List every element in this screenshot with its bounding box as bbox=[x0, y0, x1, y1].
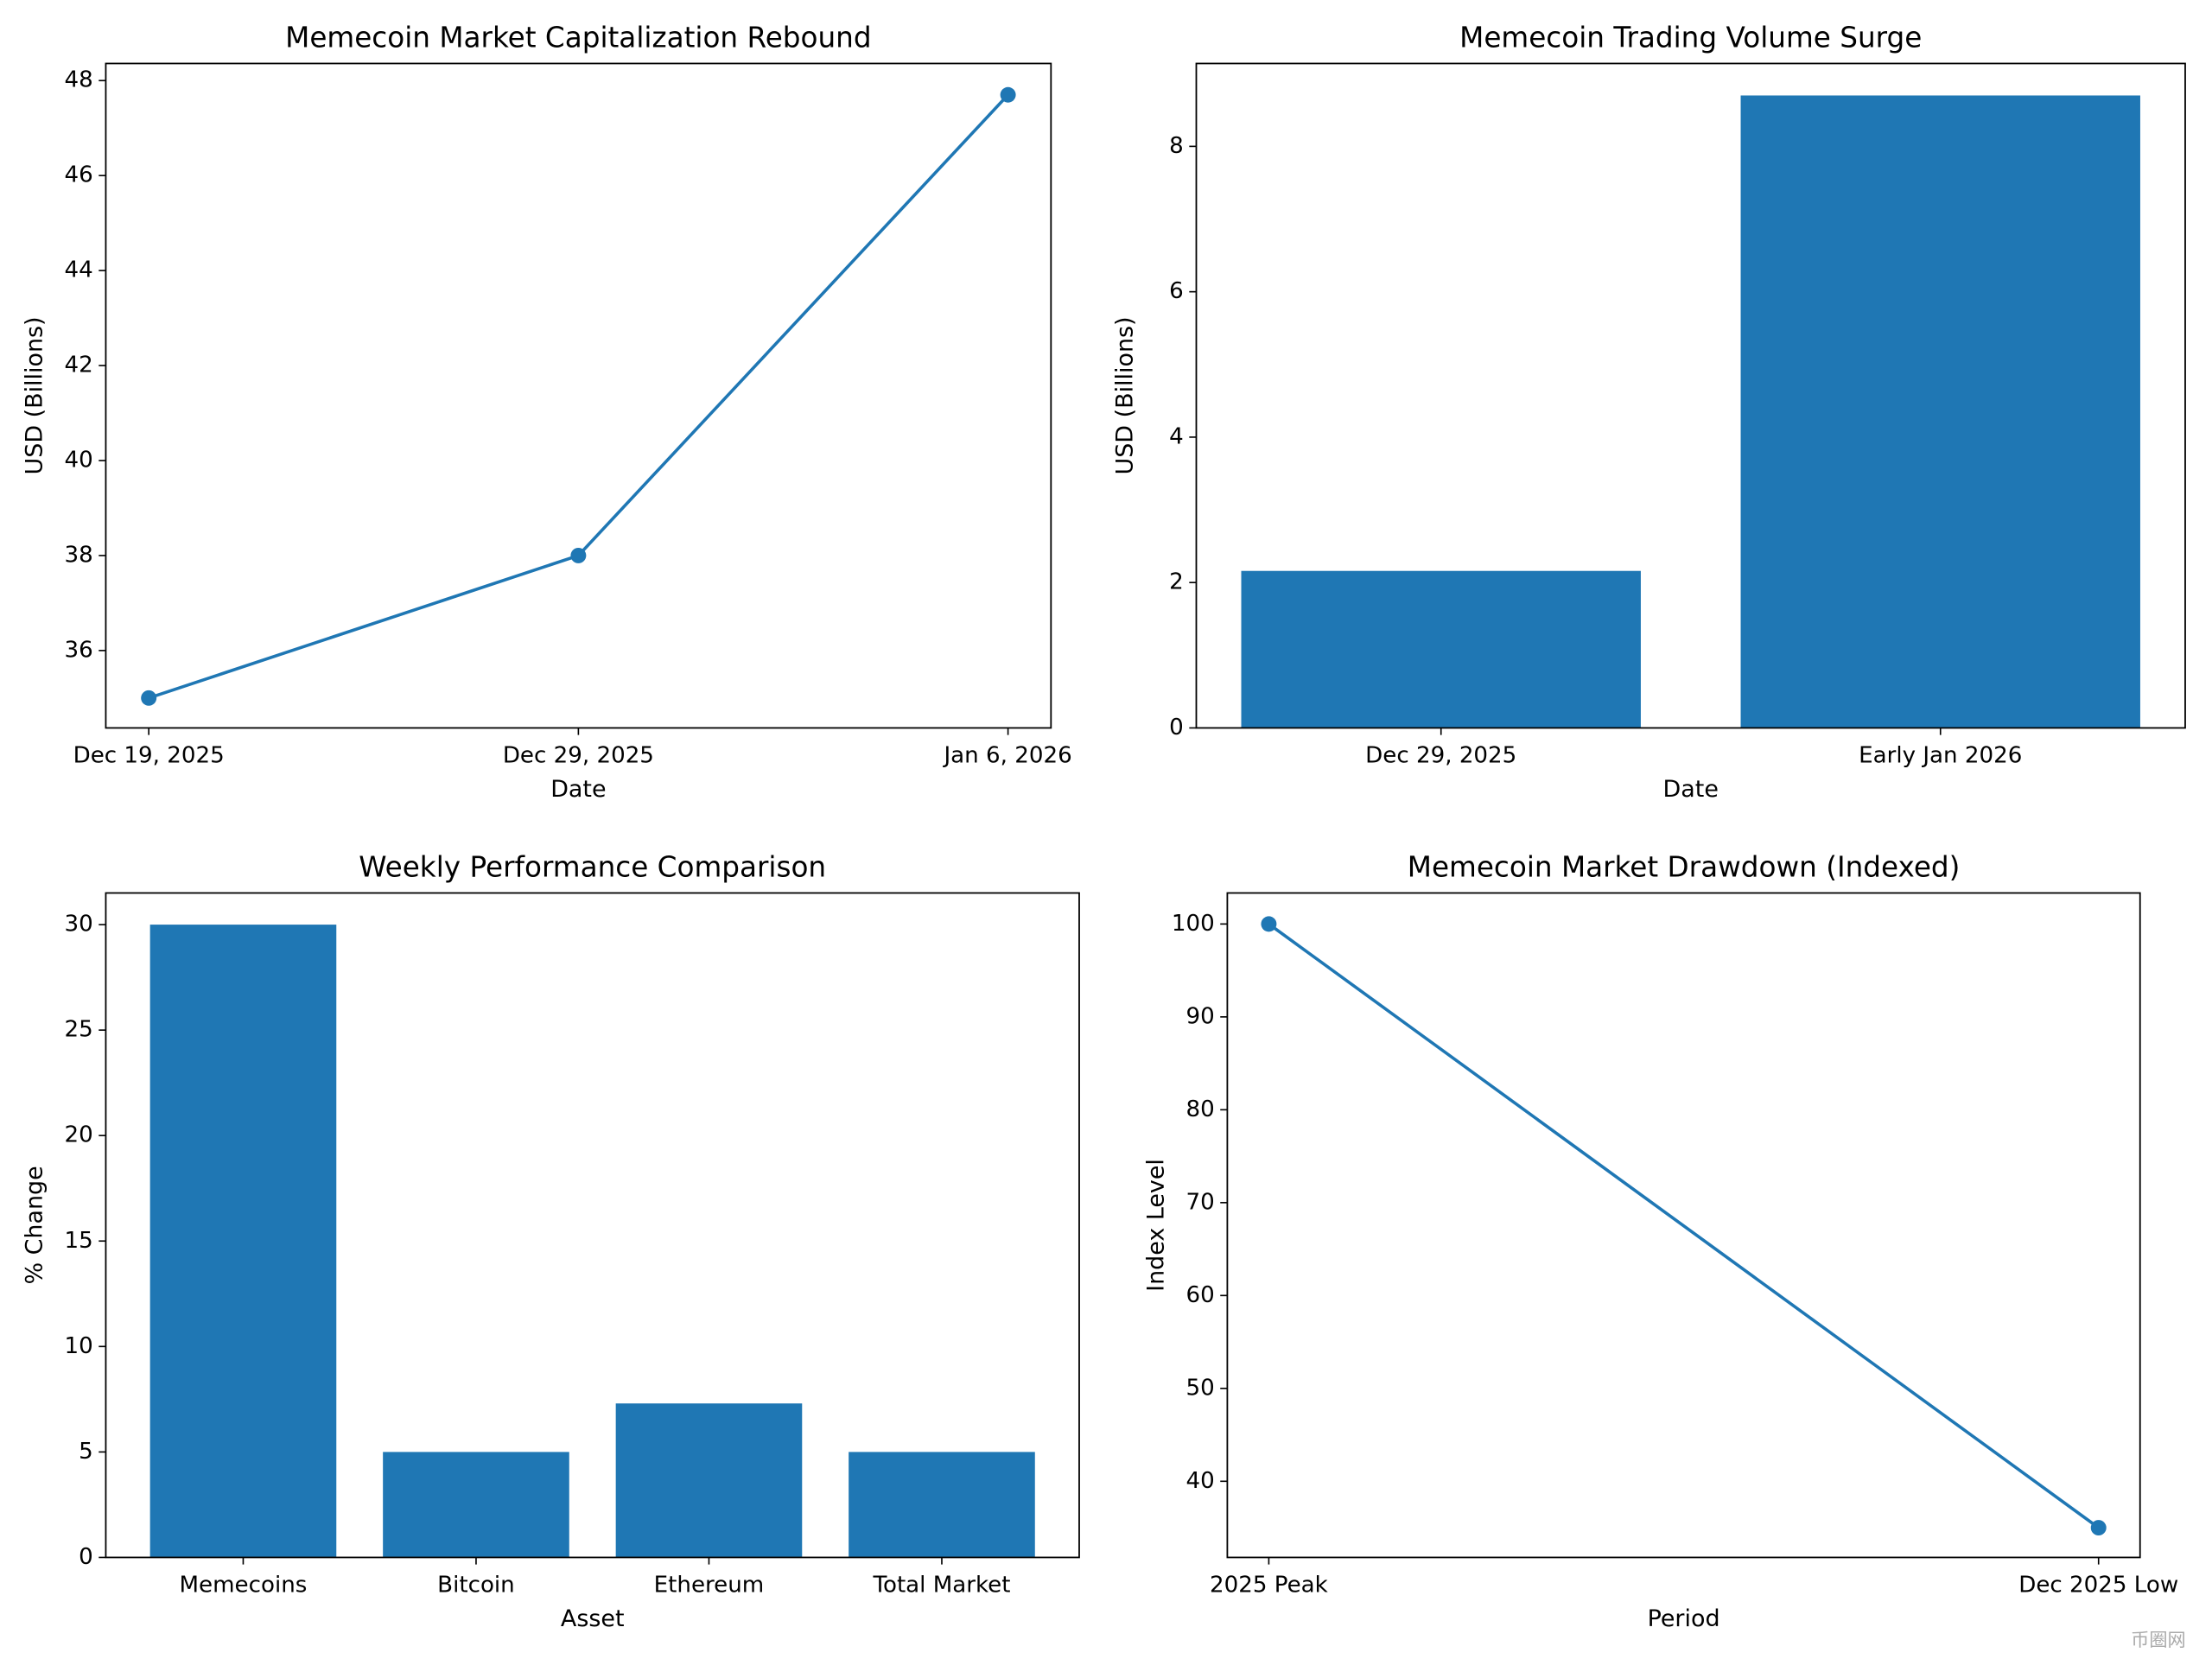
marker bbox=[570, 547, 587, 563]
y-tick-label: 70 bbox=[1185, 1189, 1214, 1215]
x-tick-label: 2025 Peak bbox=[1210, 1573, 1329, 1599]
y-tick-label: 40 bbox=[1185, 1468, 1214, 1494]
y-tick-label: 2 bbox=[1169, 569, 1184, 595]
watermark: 币圈网 bbox=[2131, 1630, 2186, 1651]
y-tick-label: 90 bbox=[1185, 1003, 1214, 1029]
bar bbox=[383, 1452, 569, 1558]
y-axis-label: Index Level bbox=[1142, 1159, 1169, 1292]
y-tick-label: 25 bbox=[65, 1017, 93, 1043]
y-tick-label: 42 bbox=[65, 353, 93, 378]
y-tick-label: 30 bbox=[65, 912, 93, 938]
y-tick-label: 15 bbox=[65, 1228, 93, 1254]
y-tick-label: 4 bbox=[1169, 423, 1184, 449]
x-axis-label: Date bbox=[1663, 776, 1719, 803]
x-tick-label: Jan 6, 2026 bbox=[942, 743, 1071, 769]
y-axis-label: USD (Billions) bbox=[21, 316, 48, 474]
y-tick-label: 5 bbox=[79, 1439, 93, 1465]
bar bbox=[615, 1403, 803, 1558]
x-tick-label: Dec 2025 Low bbox=[2018, 1573, 2178, 1599]
y-tick-label: 8 bbox=[1169, 133, 1184, 159]
y-tick-label: 44 bbox=[65, 257, 93, 283]
y-axis-label: % Change bbox=[21, 1166, 48, 1284]
x-tick-label: Dec 29, 2025 bbox=[503, 743, 654, 769]
y-tick-label: 46 bbox=[65, 162, 93, 188]
x-tick-label: Ethereum bbox=[654, 1573, 765, 1599]
y-tick-label: 0 bbox=[1169, 715, 1184, 741]
x-tick-label: Memecoins bbox=[180, 1573, 308, 1599]
y-tick-label: 36 bbox=[65, 637, 93, 663]
marker bbox=[1000, 86, 1016, 103]
y-tick-label: 40 bbox=[65, 447, 93, 473]
bar bbox=[1740, 95, 2140, 728]
x-tick-label: Total Market bbox=[872, 1573, 1010, 1599]
x-tick-label: Bitcoin bbox=[437, 1573, 515, 1599]
y-tick-label: 38 bbox=[65, 542, 93, 568]
x-axis-label: Date bbox=[550, 776, 606, 803]
marker bbox=[1261, 916, 1277, 932]
y-tick-label: 80 bbox=[1185, 1096, 1214, 1122]
x-tick-label: Early Jan 2026 bbox=[1859, 743, 2022, 769]
axes-frame bbox=[105, 892, 1080, 1559]
y-tick-label: 20 bbox=[65, 1122, 93, 1148]
y-tick-label: 100 bbox=[1172, 911, 1215, 937]
bar bbox=[1241, 570, 1641, 728]
y-tick-label: 50 bbox=[1185, 1375, 1214, 1401]
marker bbox=[141, 690, 157, 706]
y-axis-label: USD (Billions) bbox=[1111, 316, 1138, 474]
x-axis-label: Asset bbox=[561, 1605, 625, 1632]
x-tick-label: Dec 19, 2025 bbox=[73, 743, 225, 769]
axes-frame bbox=[105, 62, 1052, 729]
bar bbox=[849, 1452, 1035, 1558]
chart-title: Memecoin Trading Volume Surge bbox=[1459, 22, 1922, 54]
marker bbox=[2090, 1520, 2107, 1536]
x-axis-label: Period bbox=[1648, 1605, 1720, 1632]
y-tick-label: 6 bbox=[1169, 278, 1184, 304]
y-tick-label: 10 bbox=[65, 1333, 93, 1359]
line bbox=[1268, 922, 2100, 1529]
x-tick-label: Dec 29, 2025 bbox=[1365, 743, 1516, 769]
chart-title: Memecoin Market Drawdown (Indexed) bbox=[1408, 851, 1961, 884]
chart-title: Weekly Performance Comparison bbox=[359, 851, 826, 884]
y-tick-label: 0 bbox=[79, 1544, 93, 1570]
y-tick-label: 48 bbox=[65, 67, 93, 93]
axes-frame bbox=[1226, 892, 2141, 1559]
axes-frame bbox=[1195, 62, 2186, 729]
chart-title: Memecoin Market Capitalization Rebound bbox=[285, 22, 871, 54]
bar bbox=[149, 925, 337, 1558]
y-tick-label: 60 bbox=[1185, 1282, 1214, 1308]
